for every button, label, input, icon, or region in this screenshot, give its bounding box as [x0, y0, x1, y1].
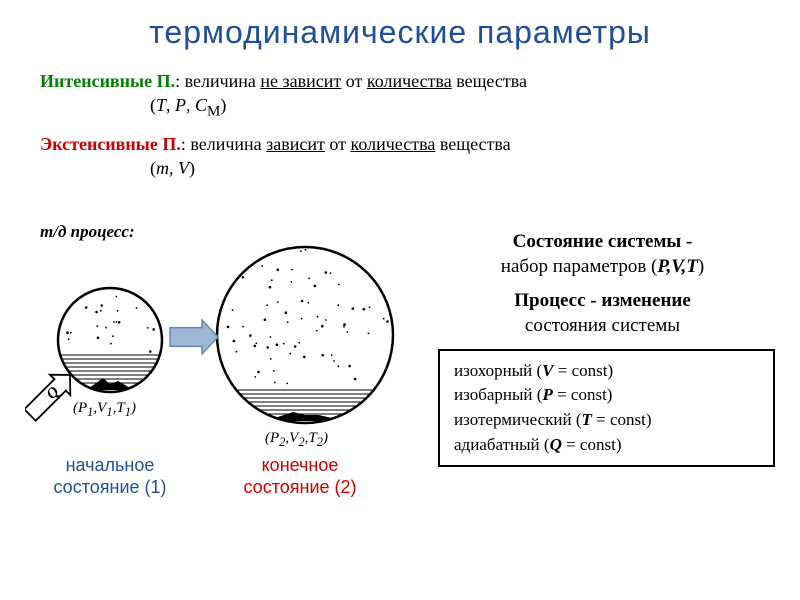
process-def-rest: состояния системы — [525, 315, 680, 336]
intensive-u2: количества — [367, 71, 452, 91]
state-def-bold: Состояние системы - — [513, 231, 693, 252]
intensive-text-before: : величина — [175, 71, 260, 91]
right-column: Состояние системы - набор параметров (P,… — [430, 230, 775, 467]
state2-params: (P2,V2,T2) — [265, 430, 328, 450]
intensive-definition: Интенсивные П.: величина не зависит от к… — [40, 69, 770, 122]
extensive-text-before: : величина — [181, 134, 266, 154]
process-def-bold: Процесс - изменение — [514, 290, 691, 311]
process-label: т/д процесс: — [40, 222, 135, 242]
process-type-row: изобарный (P = const) — [454, 383, 759, 408]
process-type-row: адиабатный (Q = const) — [454, 433, 759, 458]
extensive-definition: Экстенсивные П.: величина зависит от кол… — [40, 132, 770, 181]
process-type-row: изохорный (V = const) — [454, 359, 759, 384]
state-definition: Состояние системы - набор параметров (P,… — [430, 230, 775, 279]
state1-label: начальное состояние (1) — [30, 455, 190, 498]
extensive-u1: зависит — [266, 134, 325, 154]
extensive-params: (m, V) — [40, 156, 770, 180]
intensive-u1: не зависит — [260, 71, 341, 91]
definitions-block: Интенсивные П.: величина не зависит от к… — [0, 51, 800, 181]
state2-line2: состояние (2) — [243, 477, 356, 497]
extensive-u2: количества — [351, 134, 436, 154]
state1-line1: начальное — [66, 455, 155, 475]
extensive-after: вещества — [435, 134, 510, 154]
intensive-mid: от — [341, 71, 367, 91]
intensive-params: (T, P, CM) — [40, 93, 770, 122]
state-def-vars: P,V,T — [657, 256, 698, 277]
slide-title: термодинамические параметры — [0, 0, 800, 51]
state-def-rest: набор параметров ( — [501, 256, 658, 277]
extensive-lead: Экстенсивные П. — [40, 134, 181, 154]
state2-label: конечное состояние (2) — [220, 455, 380, 498]
process-types-box: изохорный (V = const)изобарный (P = cons… — [438, 349, 775, 468]
process-type-row: изотермический (T = const) — [454, 408, 759, 433]
state-diagram: Q (P1,V1,T1) (P2,V2,T2) начальное состоя… — [25, 240, 425, 500]
state1-line2: состояние (1) — [53, 477, 166, 497]
intensive-lead: Интенсивные П. — [40, 71, 175, 91]
extensive-mid: от — [325, 134, 351, 154]
state-def-rest2: ) — [698, 256, 704, 277]
intensive-after: вещества — [452, 71, 527, 91]
state1-params: (P1,V1,T1) — [73, 400, 136, 420]
process-definition: Процесс - изменение состояния системы — [430, 289, 775, 338]
state2-line1: конечное — [262, 455, 339, 475]
